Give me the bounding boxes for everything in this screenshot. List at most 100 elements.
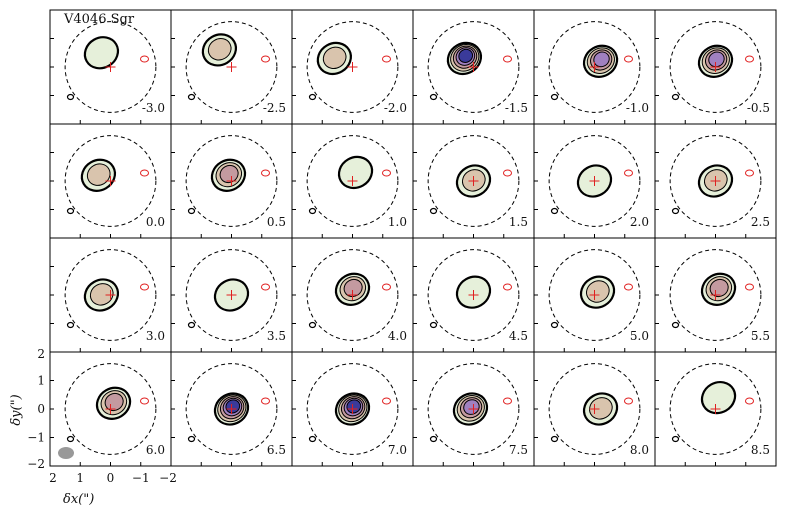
channel-panel: -1.5 (412, 9, 535, 125)
velocity-label: 2.0 (630, 215, 649, 229)
negative-contour (140, 397, 149, 405)
noise-contour (308, 321, 317, 329)
disk-outline (306, 363, 399, 455)
channel-panel: 5.5 (654, 237, 777, 353)
negative-contour (140, 169, 149, 177)
velocity-label: -3.0 (142, 101, 165, 115)
emission-contour (709, 278, 729, 298)
disk-outline (427, 21, 520, 113)
disk-outline (64, 363, 157, 455)
velocity-label: 1.0 (388, 215, 407, 229)
velocity-label: -2.5 (263, 101, 286, 115)
disk-outline (185, 135, 278, 227)
noise-contour (671, 207, 680, 215)
negative-contour (745, 283, 754, 291)
noise-contour (671, 435, 680, 443)
channel-panel: 3.5 (170, 237, 293, 353)
emission-contour (225, 399, 241, 414)
noise-contour (550, 207, 559, 215)
x-tick-label: −1 (132, 471, 150, 485)
noise-contour (187, 435, 196, 443)
negative-contour (261, 283, 270, 291)
negative-contour (382, 283, 391, 291)
disk-outline (306, 249, 399, 341)
channel-panel: 0.0 (49, 123, 172, 239)
emission-contour (83, 36, 120, 70)
emission-contour (89, 283, 114, 306)
channel-panel: -1.0 (533, 9, 656, 125)
emission-contour (463, 399, 480, 415)
negative-contour (624, 55, 633, 63)
x-axis-label: δx(") (63, 492, 94, 507)
negative-contour (261, 55, 270, 63)
negative-contour (261, 169, 270, 177)
emission-contour (346, 399, 362, 414)
channel-panel: 5.0 (533, 237, 656, 353)
noise-contour (66, 93, 75, 101)
noise-contour (429, 321, 438, 329)
velocity-label: 7.5 (509, 443, 528, 457)
negative-contour (382, 169, 391, 177)
noise-contour (187, 93, 196, 101)
negative-contour (140, 55, 149, 63)
noise-contour (66, 321, 75, 329)
y-tick-label: 1 (37, 374, 45, 388)
disk-outline (548, 135, 641, 227)
disk-outline (185, 249, 278, 341)
noise-contour (308, 207, 317, 215)
negative-contour (503, 283, 512, 291)
negative-contour (382, 397, 391, 405)
velocity-label: 3.0 (146, 329, 165, 343)
channel-panel: 8.0 (533, 351, 656, 467)
x-tick-label: −2 (159, 471, 177, 485)
emission-contour (458, 48, 474, 63)
velocity-label: 5.5 (751, 329, 770, 343)
disk-outline (427, 363, 520, 455)
y-tick-label: −2 (27, 457, 45, 471)
velocity-label: 6.5 (267, 443, 286, 457)
noise-contour (429, 435, 438, 443)
disk-outline (64, 249, 157, 341)
x-tick-labels: 2 1 0 −1 −2 (49, 471, 177, 485)
x-tick-label: 1 (76, 471, 84, 485)
channel-panel: 7.5 (412, 351, 535, 467)
channel-panel: -3.0 (49, 9, 172, 125)
emission-contour (104, 392, 124, 412)
channel-panel: 7.0 (291, 351, 414, 467)
emission-contour (337, 155, 374, 190)
noise-contour (66, 207, 75, 215)
figure-title: V4046 Sgr (63, 12, 135, 27)
velocity-label: 0.0 (146, 215, 165, 229)
velocity-label: 7.0 (388, 443, 407, 457)
velocity-label: 4.5 (509, 329, 528, 343)
velocity-label: 8.0 (630, 443, 649, 457)
y-tick-labels: 2 1 0 −1 −2 (27, 347, 45, 471)
disk-outline (306, 135, 399, 227)
channel-panel: 0.5 (170, 123, 293, 239)
noise-contour (550, 321, 559, 329)
disk-outline (64, 135, 157, 227)
beam-ellipse (58, 447, 74, 459)
disk-outline (669, 21, 762, 113)
disk-outline (427, 249, 520, 341)
negative-contour (261, 397, 270, 405)
disk-outline (64, 21, 157, 113)
negative-contour (624, 169, 633, 177)
negative-contour (503, 169, 512, 177)
emission-contour (586, 280, 610, 303)
negative-contour (503, 397, 512, 405)
x-tick-label: 0 (107, 471, 115, 485)
noise-contour (550, 435, 559, 443)
disk-outline (669, 249, 762, 341)
channel-panel: 4.0 (291, 237, 414, 353)
velocity-label: -1.5 (505, 101, 528, 115)
x-tick-label: 2 (49, 471, 57, 485)
disk-outline (185, 21, 278, 113)
channel-panel: 3.0 (49, 237, 172, 353)
y-tick-label: 0 (37, 402, 45, 416)
channel-panel: 4.5 (412, 237, 535, 353)
noise-contour (429, 207, 438, 215)
noise-contour (429, 93, 438, 101)
channel-panel: 2.5 (654, 123, 777, 239)
channel-panel: 1.0 (291, 123, 414, 239)
